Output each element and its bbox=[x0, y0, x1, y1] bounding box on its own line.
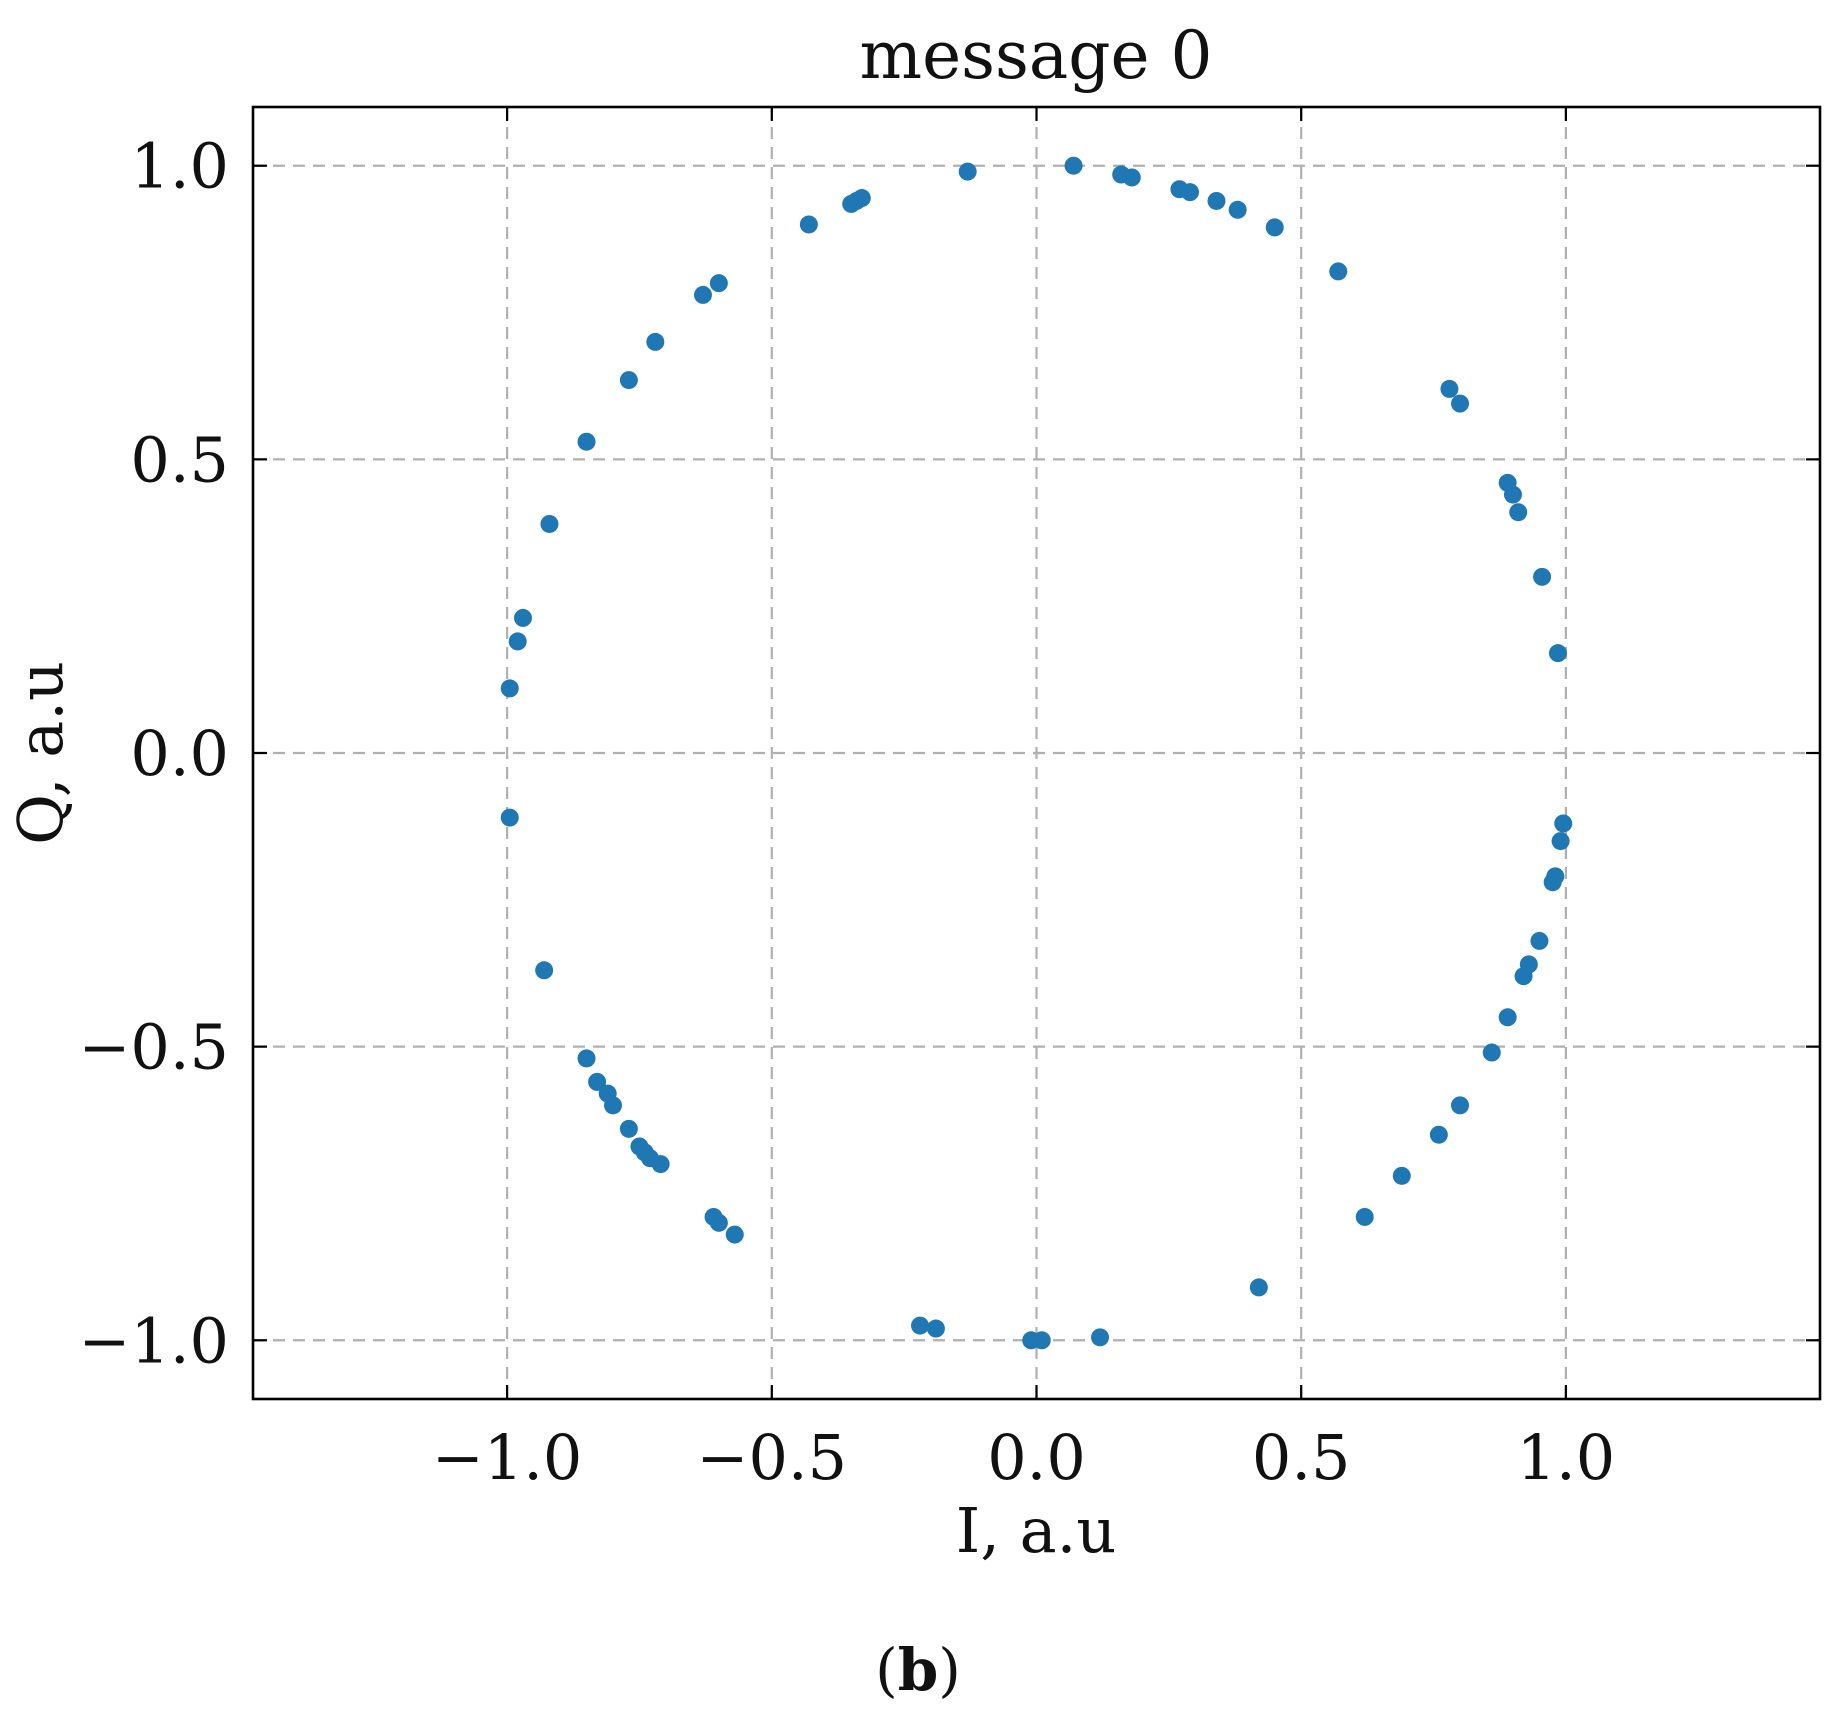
data-point bbox=[1429, 1125, 1448, 1144]
x-tick-label: −1.0 bbox=[432, 1421, 583, 1494]
data-point bbox=[1546, 867, 1565, 886]
chart-title: message 0 bbox=[859, 17, 1212, 94]
data-point bbox=[513, 608, 532, 627]
data-point bbox=[1451, 394, 1470, 413]
data-point bbox=[540, 514, 559, 533]
data-point bbox=[1548, 644, 1567, 663]
y-tick-label: 1.0 bbox=[130, 130, 229, 203]
grid bbox=[253, 107, 1820, 1399]
data-point bbox=[926, 1319, 945, 1338]
data-point bbox=[619, 1119, 638, 1138]
data-point bbox=[1451, 1096, 1470, 1115]
data-point bbox=[500, 808, 519, 827]
data-point bbox=[1228, 200, 1247, 219]
data-point bbox=[709, 274, 728, 293]
data-point bbox=[1482, 1043, 1501, 1062]
data-point bbox=[508, 632, 527, 651]
data-point bbox=[1498, 1008, 1517, 1027]
figure-caption: (b) bbox=[875, 1636, 961, 1704]
data-point bbox=[1509, 503, 1528, 522]
data-point bbox=[619, 371, 638, 390]
x-tick-label: 0.0 bbox=[987, 1421, 1086, 1494]
data-points bbox=[500, 156, 1573, 1350]
caption-close-paren: ) bbox=[938, 1636, 961, 1704]
y-tick-label: 0.0 bbox=[130, 717, 229, 790]
x-axis-label: I, a.u bbox=[956, 1494, 1117, 1567]
data-point bbox=[1551, 832, 1570, 851]
data-point bbox=[1181, 183, 1200, 202]
data-point bbox=[1530, 931, 1549, 950]
data-point bbox=[911, 1316, 930, 1335]
data-point bbox=[799, 215, 818, 234]
data-point bbox=[1355, 1207, 1374, 1226]
data-point bbox=[709, 1213, 728, 1232]
y-tick-label: 0.5 bbox=[130, 423, 229, 496]
data-point bbox=[693, 285, 712, 304]
data-point bbox=[500, 679, 519, 698]
data-point bbox=[1329, 262, 1348, 281]
x-tick-labels: −1.0 −0.5 0.0 0.5 1.0 bbox=[432, 1421, 1615, 1494]
y-tick-label: −0.5 bbox=[78, 1011, 229, 1084]
x-tick-label: 1.0 bbox=[1517, 1421, 1616, 1494]
data-point bbox=[603, 1096, 622, 1115]
x-tick-label: 0.5 bbox=[1252, 1421, 1351, 1494]
data-point bbox=[852, 189, 871, 208]
data-point bbox=[535, 961, 554, 980]
data-point bbox=[1207, 191, 1226, 210]
data-point bbox=[1554, 814, 1573, 833]
data-point bbox=[651, 1155, 670, 1174]
data-point bbox=[1122, 168, 1141, 187]
data-point bbox=[1519, 955, 1538, 974]
caption-open-paren: ( bbox=[875, 1636, 898, 1704]
data-point bbox=[725, 1225, 744, 1244]
ticks bbox=[253, 107, 1820, 1399]
data-point bbox=[588, 1072, 607, 1091]
data-point bbox=[577, 432, 596, 451]
data-point bbox=[1249, 1278, 1268, 1297]
y-tick-labels: −1.0 −0.5 0.0 0.5 1.0 bbox=[78, 130, 229, 1378]
x-tick-label: −0.5 bbox=[697, 1421, 848, 1494]
data-point bbox=[1498, 473, 1517, 492]
data-point bbox=[1440, 379, 1459, 398]
data-point bbox=[1392, 1166, 1411, 1185]
y-tick-label: −1.0 bbox=[78, 1304, 229, 1377]
data-point bbox=[1064, 156, 1083, 175]
data-point bbox=[646, 332, 665, 351]
data-point bbox=[1265, 218, 1284, 237]
data-point bbox=[1091, 1328, 1110, 1347]
data-point bbox=[958, 162, 977, 181]
caption-letter: b bbox=[898, 1636, 939, 1704]
data-point bbox=[1032, 1331, 1051, 1350]
y-axis-label: Q, a.u bbox=[4, 661, 77, 845]
data-point bbox=[1533, 567, 1552, 586]
data-point bbox=[577, 1049, 596, 1068]
